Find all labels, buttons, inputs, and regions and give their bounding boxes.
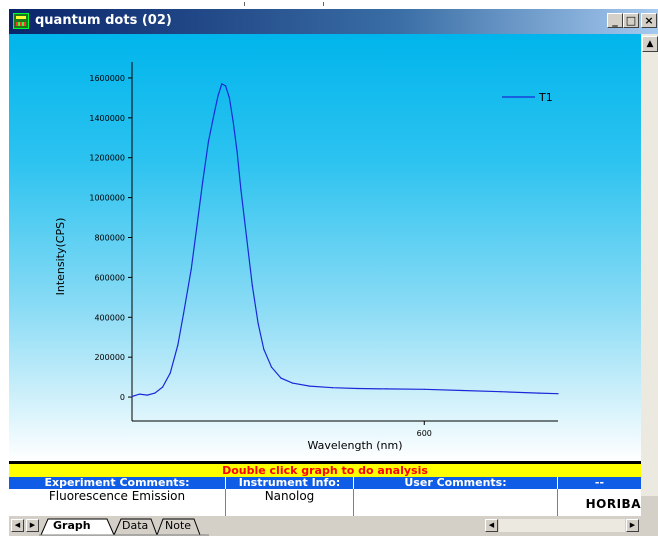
tick-mark [244, 2, 245, 6]
data-point [270, 366, 273, 368]
graph-divider [9, 461, 641, 464]
y-tick-label: 200000 [94, 353, 125, 362]
data-point [213, 113, 215, 115]
data-point [461, 389, 464, 392]
hscroll-right-button[interactable]: ▶ [626, 519, 639, 532]
tick-mark [323, 2, 324, 6]
data-point [236, 151, 238, 153]
data-point [246, 236, 248, 239]
instrument-info-value[interactable]: Nanolog [226, 489, 354, 516]
data-point [240, 189, 242, 191]
instrument-info-header: Instrument Info: [226, 477, 354, 489]
data-point [207, 141, 209, 143]
experiment-comments-value[interactable]: Fluorescence Emission [9, 489, 226, 516]
data-point [162, 386, 164, 388]
hscroll-left-button[interactable]: ◀ [485, 519, 498, 532]
data-point [385, 388, 387, 390]
y-axis-label: Intensity(CPS) [54, 218, 67, 296]
data-point [263, 348, 265, 350]
user-comments-value[interactable] [354, 489, 558, 516]
data-point [177, 344, 179, 346]
data-point [202, 181, 204, 183]
data-point [190, 268, 192, 270]
tab-data[interactable]: Data [122, 519, 149, 532]
data-point [228, 97, 230, 99]
analysis-hint-bar[interactable]: Double click graph to do analysis [9, 464, 641, 477]
y-tick-label: 0 [120, 393, 125, 402]
graph-area[interactable]: 0 200000 400000 600000 800000 1000000 1200000 1… [9, 34, 641, 461]
horizontal-scroll-track[interactable] [499, 519, 625, 532]
data-point [154, 392, 156, 394]
info-header-row: Experiment Comments: Instrument Info: Us… [9, 477, 641, 489]
data-point [291, 382, 294, 384]
series-line-t1 [131, 83, 559, 398]
data-point [423, 388, 425, 390]
data-point [217, 95, 219, 97]
vertical-scrollbar[interactable]: ▲ [641, 34, 658, 496]
data-point [131, 395, 133, 398]
minimize-button[interactable]: _ [607, 13, 623, 28]
y-tick-label: 600000 [94, 273, 125, 282]
data-point [146, 394, 148, 396]
y-tick-label: 1400000 [89, 114, 125, 123]
maximize-button[interactable]: □ [623, 13, 639, 28]
y-tick-label: 1600000 [89, 74, 125, 83]
desktop-strip [0, 0, 658, 8]
data-point [500, 391, 502, 393]
experiment-comments-header: Experiment Comments: [9, 477, 226, 489]
data-point [232, 121, 234, 123]
y-tick-label: 400000 [94, 313, 125, 322]
window-title: quantum dots (02) [35, 13, 172, 28]
y-tick-label: 1200000 [89, 154, 125, 163]
tab-note[interactable]: Note [165, 519, 192, 532]
user-comments-header: User Comments: [354, 477, 558, 489]
data-point [251, 284, 253, 286]
y-tick-label: 800000 [94, 234, 125, 243]
graph-window: quantum dots (02) _ □ × 0 200000 400000 600… [8, 8, 658, 536]
data-point [280, 377, 282, 379]
close-button[interactable]: × [641, 13, 657, 28]
data-point [196, 224, 198, 227]
legend-label: T1 [538, 91, 553, 104]
extra-header: -- [594, 477, 605, 489]
data-point [183, 312, 185, 314]
spectrum-chart[interactable]: 0 200000 400000 600000 800000 1000000 1200000 1… [9, 34, 641, 461]
scroll-up-button[interactable]: ▲ [642, 36, 658, 52]
tab-graph[interactable]: Graph [53, 519, 91, 532]
data-point [309, 385, 311, 387]
data-point [169, 372, 171, 374]
tab-prev-button[interactable]: ◀ [11, 519, 24, 532]
data-point [356, 387, 358, 390]
data-point [332, 387, 334, 389]
title-bar[interactable]: quantum dots (02) _ □ × [9, 9, 658, 34]
x-axis-label: Wavelength (nm) [307, 439, 402, 452]
tab-next-button[interactable]: ▶ [26, 519, 39, 532]
graph-window-icon[interactable] [13, 13, 29, 29]
data-point [538, 392, 540, 394]
x-tick-label: 600 [417, 429, 432, 438]
y-tick-label: 1000000 [89, 194, 125, 203]
sheet-tab-bar: ◀ ▶ Graph Data Note ◀ ▶ [9, 516, 658, 536]
data-point [139, 393, 141, 395]
data-point [257, 322, 259, 324]
data-point [557, 393, 559, 395]
data-point [225, 85, 227, 87]
data-point [221, 83, 223, 85]
info-value-row: Fluorescence Emission Nanolog HORIBA [9, 489, 641, 516]
horiba-logo: HORIBA [585, 497, 641, 511]
